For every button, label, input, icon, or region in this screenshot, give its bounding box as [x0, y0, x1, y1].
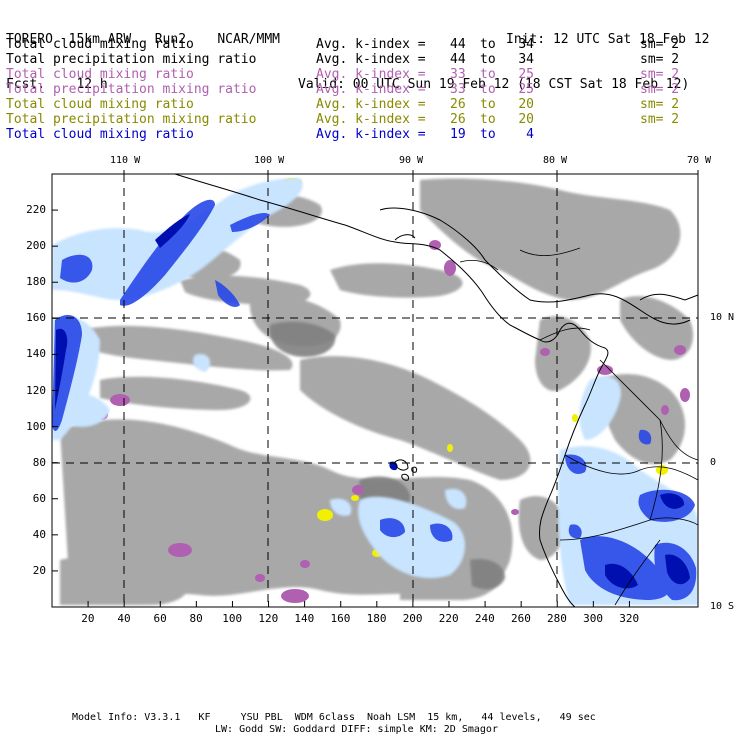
country-borders [459, 247, 699, 606]
y-tick-label: 140 [26, 347, 46, 361]
legend-smoothing: sm= 2 [640, 112, 680, 127]
x-tick-label: 320 [619, 612, 640, 625]
legend-k-from: 44 [450, 37, 466, 52]
legend-field-name: Total cloud mixing ratio [6, 97, 194, 112]
legend-smoothing: sm= 2 [640, 37, 680, 52]
org-label: NCAR/MMM [217, 32, 280, 47]
init-time: Init: 12 UTC Sat 18 Feb 12 [506, 32, 710, 47]
legend-field-name: Total cloud mixing ratio [6, 37, 194, 52]
y-tick-label: 60 [32, 491, 46, 505]
legend-k-from: 33 [450, 82, 466, 97]
cloud-fields [52, 178, 698, 605]
header-left: TORERO 15km ARW Run2 NCAR/MMM Fcst. 12 h [6, 2, 280, 107]
x-tick-label: 260 [510, 612, 531, 625]
lat-label-0: 0 [710, 457, 717, 468]
legend-to: to [480, 112, 496, 127]
valid-time: Valid: 00 UTC Sun 19 Feb 12 (18 CST Sat … [298, 77, 690, 92]
legend-k-from: 33 [450, 67, 466, 82]
legend-k-to: 25 [518, 82, 534, 97]
x-tick-label: 160 [330, 612, 351, 625]
legend-to: to [480, 97, 496, 112]
legend-to: to [480, 67, 496, 82]
x-tick-label: 100 [222, 612, 243, 625]
legend-to: to [480, 127, 496, 142]
fcst-label: Fcst. [6, 77, 46, 92]
coastlines [174, 173, 699, 608]
y-tick-label: 200 [26, 239, 46, 253]
model-name: TORERO [6, 32, 53, 47]
legend-avg-label: Avg. k-index = [316, 97, 426, 112]
lon-label-100w: 100 W [254, 155, 285, 166]
legend-avg-label: Avg. k-index = [316, 52, 426, 67]
legend-field-name: Total precipitation mixing ratio [6, 52, 257, 67]
legend-k-to: 34 [518, 37, 534, 52]
legend-k-from: 44 [450, 52, 466, 67]
lon-label-110w: 110 W [110, 155, 141, 166]
y-tick-label: 40 [32, 527, 46, 541]
model-info-line2: LW: Godd SW: Goddard DIFF: simple KM: 2D… [215, 724, 498, 735]
legend-avg-label: Avg. k-index = [316, 112, 426, 127]
fcst-value: 12 h [76, 77, 108, 92]
x-tick-label: 220 [438, 612, 459, 625]
legend-k-to: 4 [526, 127, 534, 142]
run-label: Run2 [154, 32, 187, 47]
y-tick-label: 20 [32, 563, 46, 577]
legend-field-name: Total cloud mixing ratio [6, 127, 194, 142]
x-tick-label: 120 [258, 612, 279, 625]
legend-k-to: 25 [518, 67, 534, 82]
top-axis-ticks [123, 170, 699, 174]
legend-smoothing: sm= 2 [640, 52, 680, 67]
legend-smoothing: sm= 2 [640, 82, 680, 97]
y-tick-label: 120 [26, 383, 46, 397]
x-tick-label: 240 [474, 612, 495, 625]
legend-avg-label: Avg. k-index = [316, 67, 426, 82]
legend-k-from: 26 [450, 97, 466, 112]
x-tick-label: 60 [153, 612, 167, 625]
model-info-line1: Model Info: V3.3.1 KF YSU PBL WDM 6class… [72, 712, 596, 723]
y-tick-label: 160 [26, 311, 46, 325]
lat-label-10n: 10 N [710, 312, 735, 323]
legend-field-name: Total precipitation mixing ratio [6, 82, 257, 97]
x-tick-label: 40 [117, 612, 131, 625]
x-tick-label: 300 [583, 612, 604, 625]
legend-to: to [480, 82, 496, 97]
x-tick-label: 180 [366, 612, 387, 625]
y-tick-label: 100 [26, 419, 46, 433]
lon-label-70w: 70 W [687, 155, 712, 166]
x-tick-label: 80 [189, 612, 203, 625]
legend-to: to [480, 52, 496, 67]
y-tick-label: 80 [32, 455, 46, 469]
legend-k-to: 34 [518, 52, 534, 67]
legend-field-name: Total precipitation mixing ratio [6, 112, 257, 127]
lat-label-10s: 10 S [710, 601, 735, 612]
lon-label-80w: 80 W [543, 155, 568, 166]
legend-avg-label: Avg. k-index = [316, 82, 426, 97]
legend-k-to: 20 [518, 97, 534, 112]
x-axis-ticks [87, 601, 630, 607]
header-right: Init: 12 UTC Sat 18 Feb 12 Valid: 00 UTC… [298, 2, 710, 107]
legend-smoothing: sm= 2 [640, 97, 680, 112]
x-tick-label: 20 [81, 612, 95, 625]
y-axis-ticks [52, 209, 58, 572]
legend-smoothing: sm= 2 [640, 67, 680, 82]
legend-avg-label: Avg. k-index = [316, 37, 426, 52]
model-resolution: 15km ARW [68, 32, 132, 47]
legend-avg-label: Avg. k-index = [316, 127, 426, 142]
legend-field-name: Total cloud mixing ratio [6, 67, 194, 82]
x-tick-label: 200 [402, 612, 423, 625]
grid-lines [52, 174, 698, 607]
legend-k-from: 26 [450, 112, 466, 127]
x-tick-label: 280 [547, 612, 567, 625]
y-tick-label: 220 [26, 203, 46, 217]
y-tick-label: 180 [26, 275, 46, 289]
lon-label-90w: 90 W [399, 155, 424, 166]
legend-k-to: 20 [518, 112, 534, 127]
x-tick-label: 140 [294, 612, 315, 625]
legend-to: to [480, 37, 496, 52]
legend-k-from: 19 [450, 127, 466, 142]
